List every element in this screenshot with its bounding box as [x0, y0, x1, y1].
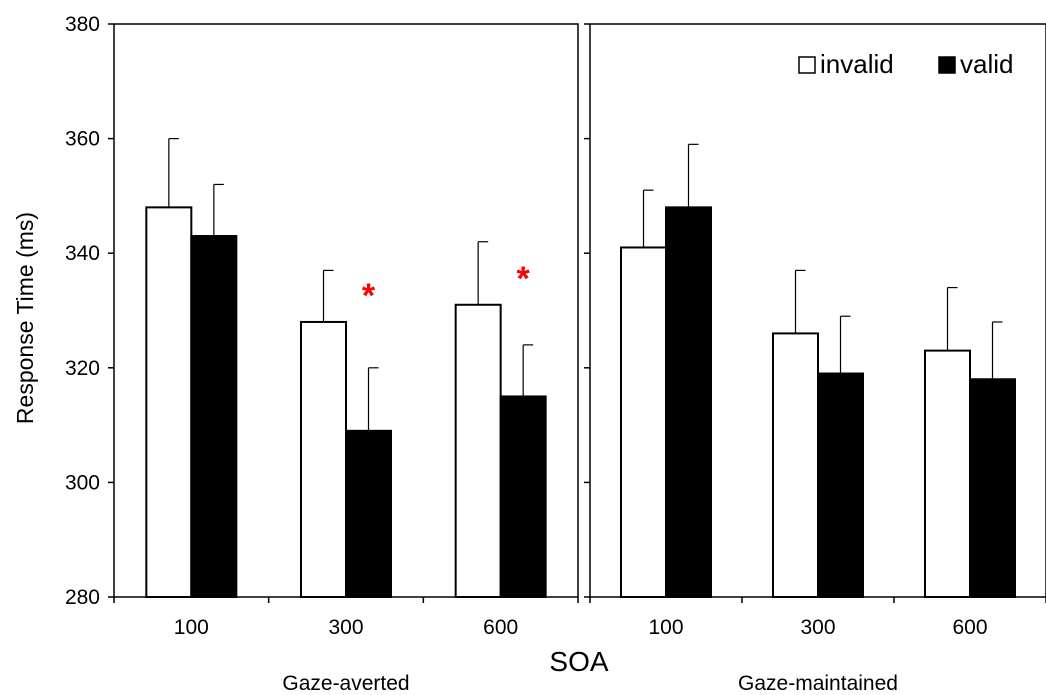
panel-gaze-maintained: 100 300 600 Gaze-maintained: [584, 23, 1046, 695]
y-tick-label: 380: [65, 13, 100, 36]
legend: invalid valid: [798, 49, 1013, 79]
significance-star: *: [517, 260, 531, 298]
x-axis-title: SOA: [549, 646, 608, 677]
y-tick-label: 280: [65, 586, 100, 609]
bar-valid: [499, 395, 547, 599]
significance-star: *: [362, 277, 376, 315]
y-axis-title: Response Time (ms): [12, 212, 38, 424]
bar-valid: [665, 206, 712, 599]
legend-item-valid: valid: [938, 49, 1013, 79]
panels-layer: 280 300 320 340 360 380 100 * 300 * 600 Gaze-averte…: [65, 13, 1046, 695]
bar-invalid: [454, 303, 502, 598]
x-tick-label: 600: [952, 616, 987, 639]
bar-valid: [817, 372, 864, 598]
bar-valid: [345, 429, 392, 598]
y-tick-label: 360: [65, 128, 100, 151]
legend-label-valid: valid: [960, 49, 1013, 79]
x-tick-label: 100: [648, 616, 683, 639]
bar-invalid: [772, 332, 819, 598]
y-tick-label: 340: [65, 242, 100, 265]
x-tick-label: 300: [800, 616, 835, 639]
legend-item-invalid: invalid: [798, 49, 894, 79]
panel-label: Gaze-maintained: [738, 672, 898, 695]
bar-invalid: [620, 246, 667, 598]
panel-gaze-averted: 280 300 320 340 360 380 100 * 300 * 600 Gaze-averte…: [65, 13, 579, 695]
x-tick-label: 300: [328, 616, 363, 639]
bar-invalid: [145, 206, 193, 599]
bar-valid: [969, 378, 1016, 599]
panel-label: Gaze-averted: [282, 672, 409, 695]
bar-invalid: [300, 320, 347, 598]
x-tick-label: 100: [174, 616, 209, 639]
y-tick-label: 320: [65, 357, 100, 380]
y-tick-label: 300: [65, 471, 100, 494]
legend-label-invalid: invalid: [820, 49, 894, 79]
legend-swatch-invalid: [798, 56, 816, 74]
legend-swatch-valid: [938, 56, 956, 74]
bar-valid: [190, 235, 238, 598]
x-tick-label: 600: [483, 616, 518, 639]
bar-invalid: [924, 349, 971, 598]
